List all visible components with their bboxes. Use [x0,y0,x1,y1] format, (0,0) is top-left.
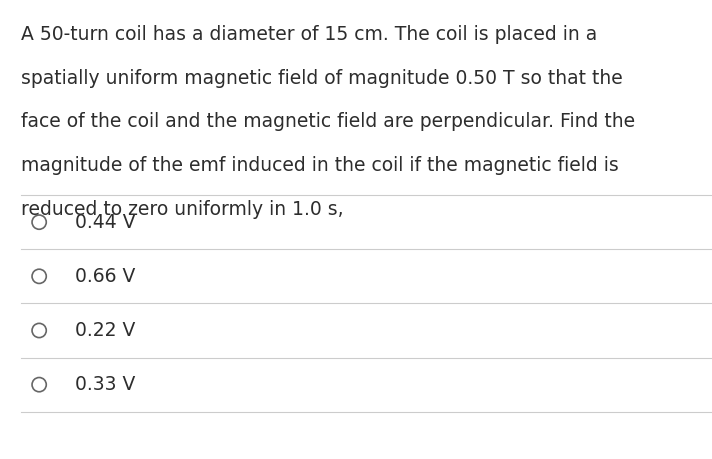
Text: magnitude of the emf induced in the coil if the magnetic field is: magnitude of the emf induced in the coil… [21,156,619,175]
Text: 0.66 V: 0.66 V [75,267,135,286]
Text: 0.22 V: 0.22 V [75,321,135,340]
Text: 0.33 V: 0.33 V [75,375,135,394]
Text: 0.44 V: 0.44 V [75,213,135,232]
Text: reduced to zero uniformly in 1.0 s,: reduced to zero uniformly in 1.0 s, [21,200,344,218]
Text: A 50-turn coil has a diameter of 15 cm. The coil is placed in a: A 50-turn coil has a diameter of 15 cm. … [21,25,597,44]
Text: face of the coil and the magnetic field are perpendicular. Find the: face of the coil and the magnetic field … [21,112,636,131]
Text: spatially uniform magnetic field of magnitude 0.50 T so that the: spatially uniform magnetic field of magn… [21,69,623,88]
